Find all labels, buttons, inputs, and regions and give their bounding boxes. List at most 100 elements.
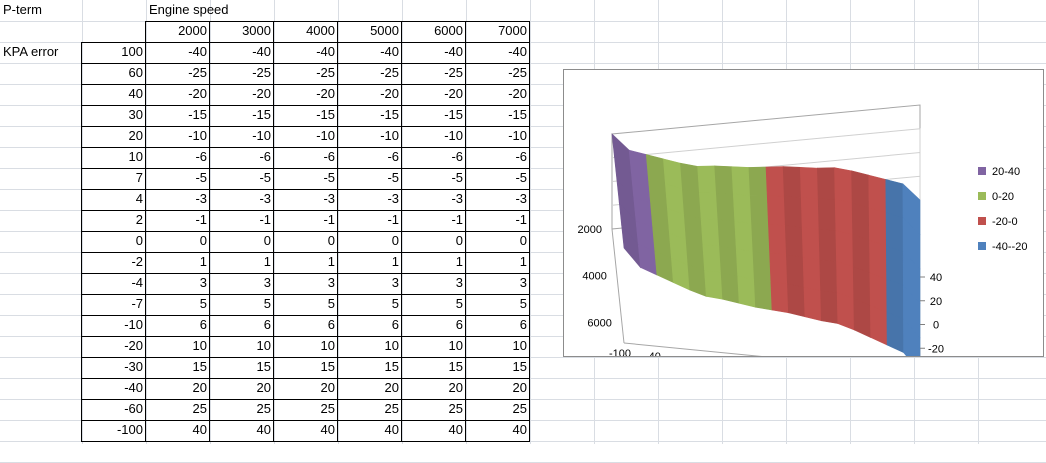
table-cell[interactable]: -40 xyxy=(188,44,207,59)
column-header-cell[interactable]: 3000 xyxy=(242,23,271,38)
table-cell[interactable]: 20 xyxy=(256,380,271,395)
table-cell[interactable]: -20 xyxy=(444,86,463,101)
row-header-cell[interactable]: -4 xyxy=(131,275,143,290)
table-cell[interactable]: -15 xyxy=(252,107,271,122)
table-cell[interactable]: -25 xyxy=(316,65,335,80)
table-cell[interactable]: 6 xyxy=(263,317,271,332)
table-cell[interactable]: 5 xyxy=(327,296,335,311)
table-cell[interactable]: 10 xyxy=(384,338,399,353)
table-cell[interactable]: 3 xyxy=(327,275,335,290)
table-cell[interactable]: 3 xyxy=(455,275,463,290)
table-cell[interactable]: -15 xyxy=(444,107,463,122)
table-cell[interactable]: -15 xyxy=(380,107,399,122)
table-cell[interactable]: -25 xyxy=(508,65,527,80)
table-cell[interactable]: 0 xyxy=(391,233,399,248)
table-cell[interactable]: 5 xyxy=(519,296,527,311)
table-cell[interactable]: 6 xyxy=(391,317,399,332)
table-cell[interactable]: -1 xyxy=(451,212,463,227)
table-cell[interactable]: 5 xyxy=(199,296,207,311)
table-cell[interactable]: 3 xyxy=(199,275,207,290)
table-cell[interactable]: 40 xyxy=(384,422,399,437)
table-cell[interactable]: 15 xyxy=(320,359,335,374)
table-cell[interactable]: 6 xyxy=(327,317,335,332)
table-cell[interactable]: 6 xyxy=(455,317,463,332)
table-cell[interactable]: -1 xyxy=(387,212,399,227)
row-header-cell[interactable]: -100 xyxy=(116,422,143,437)
table-cell[interactable]: -20 xyxy=(508,86,527,101)
row-header-cell[interactable]: -40 xyxy=(124,380,143,395)
table-cell[interactable]: 40 xyxy=(320,422,335,437)
table-cell[interactable]: 1 xyxy=(263,254,271,269)
table-cell[interactable]: 20 xyxy=(320,380,335,395)
table-cell[interactable]: -25 xyxy=(444,65,463,80)
column-header-cell[interactable]: 4000 xyxy=(306,23,335,38)
table-cell[interactable]: -1 xyxy=(259,212,271,227)
row-header-cell[interactable]: 7 xyxy=(135,170,143,185)
table-cell[interactable]: -10 xyxy=(252,128,271,143)
table-cell[interactable]: 0 xyxy=(519,233,527,248)
table-cell[interactable]: -6 xyxy=(387,149,399,164)
table-cell[interactable]: 0 xyxy=(199,233,207,248)
table-cell[interactable]: -40 xyxy=(508,44,527,59)
row-header-cell[interactable]: 40 xyxy=(128,86,143,101)
table-cell[interactable]: 10 xyxy=(320,338,335,353)
column-header-cell[interactable]: 7000 xyxy=(498,23,527,38)
column-header-cell[interactable]: 6000 xyxy=(434,23,463,38)
table-cell[interactable]: -25 xyxy=(188,65,207,80)
table-cell[interactable]: -5 xyxy=(195,170,207,185)
table-cell[interactable]: 1 xyxy=(519,254,527,269)
row-header-cell[interactable]: -7 xyxy=(131,296,143,311)
table-cell[interactable]: 6 xyxy=(519,317,527,332)
table-cell[interactable]: -6 xyxy=(323,149,335,164)
table-cell[interactable]: -10 xyxy=(316,128,335,143)
cell-engine-speed-label[interactable]: Engine speed xyxy=(149,2,229,17)
table-cell[interactable]: 40 xyxy=(256,422,271,437)
table-cell[interactable]: -3 xyxy=(451,191,463,206)
table-cell[interactable]: 15 xyxy=(512,359,527,374)
table-cell[interactable]: 20 xyxy=(448,380,463,395)
table-cell[interactable]: 15 xyxy=(384,359,399,374)
row-header-cell[interactable]: 10 xyxy=(128,149,143,164)
table-cell[interactable]: 1 xyxy=(455,254,463,269)
table-cell[interactable]: -5 xyxy=(451,170,463,185)
table-cell[interactable]: -10 xyxy=(444,128,463,143)
cell-title[interactable]: P-term xyxy=(3,2,42,17)
table-cell[interactable]: 3 xyxy=(263,275,271,290)
table-cell[interactable]: 40 xyxy=(448,422,463,437)
row-header-cell[interactable]: -20 xyxy=(124,338,143,353)
table-cell[interactable]: -6 xyxy=(451,149,463,164)
table-cell[interactable]: 0 xyxy=(455,233,463,248)
table-cell[interactable]: 10 xyxy=(512,338,527,353)
table-cell[interactable]: 3 xyxy=(391,275,399,290)
table-cell[interactable]: 5 xyxy=(455,296,463,311)
table-cell[interactable]: -10 xyxy=(380,128,399,143)
table-cell[interactable]: -40 xyxy=(444,44,463,59)
surface-chart[interactable]: -100-40-20-7-227204010020004000600040200… xyxy=(563,69,1044,357)
table-cell[interactable]: 1 xyxy=(199,254,207,269)
table-cell[interactable]: -15 xyxy=(508,107,527,122)
table-cell[interactable]: -6 xyxy=(259,149,271,164)
table-cell[interactable]: -25 xyxy=(252,65,271,80)
table-cell[interactable]: 25 xyxy=(320,401,335,416)
table-cell[interactable]: -20 xyxy=(188,86,207,101)
table-cell[interactable]: 10 xyxy=(256,338,271,353)
table-cell[interactable]: -3 xyxy=(259,191,271,206)
table-cell[interactable]: -6 xyxy=(195,149,207,164)
table-cell[interactable]: 5 xyxy=(391,296,399,311)
table-cell[interactable]: 0 xyxy=(263,233,271,248)
table-cell[interactable]: 3 xyxy=(519,275,527,290)
table-cell[interactable]: -3 xyxy=(195,191,207,206)
table-cell[interactable]: -6 xyxy=(515,149,527,164)
cell-kpa-error-label[interactable]: KPA error xyxy=(3,44,59,59)
table-cell[interactable]: -40 xyxy=(252,44,271,59)
table-cell[interactable]: 25 xyxy=(448,401,463,416)
table-cell[interactable]: 1 xyxy=(391,254,399,269)
table-cell[interactable]: -20 xyxy=(316,86,335,101)
table-cell[interactable]: 1 xyxy=(327,254,335,269)
table-cell[interactable]: 6 xyxy=(199,317,207,332)
row-header-cell[interactable]: 0 xyxy=(135,233,143,248)
table-cell[interactable]: 25 xyxy=(192,401,207,416)
table-cell[interactable]: -1 xyxy=(515,212,527,227)
table-cell[interactable]: 5 xyxy=(263,296,271,311)
table-cell[interactable]: -5 xyxy=(515,170,527,185)
